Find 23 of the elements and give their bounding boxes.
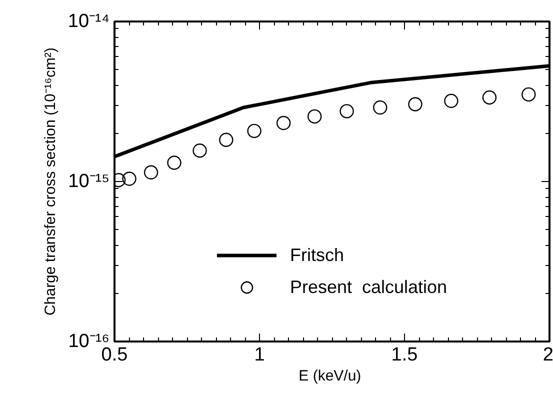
point (408, 97, 422, 112)
x-tick-label: 1.5 (391, 344, 418, 366)
legend-label: Fritsch (290, 244, 344, 266)
legend-label: Present calculation (290, 276, 448, 298)
x-tick-label: 2 (542, 344, 553, 366)
point (144, 165, 158, 180)
y-tick-label: 10⁻¹⁵ (68, 171, 110, 192)
point (482, 90, 497, 105)
point (219, 132, 234, 147)
x-tick-label: 1 (254, 344, 265, 366)
y-tick-label: 10⁻¹⁴ (68, 11, 110, 32)
point (444, 94, 458, 108)
x-axis-title: E (keV/u) (298, 368, 362, 384)
y-axis-title: Charge transfer cross section (10⁻¹⁶cm²) (42, 48, 59, 316)
point (308, 109, 322, 124)
point (340, 104, 354, 118)
point (167, 156, 182, 170)
point (247, 124, 262, 138)
point (373, 100, 388, 115)
point (276, 116, 291, 130)
point (122, 172, 136, 186)
point (522, 87, 536, 102)
point (192, 144, 207, 158)
